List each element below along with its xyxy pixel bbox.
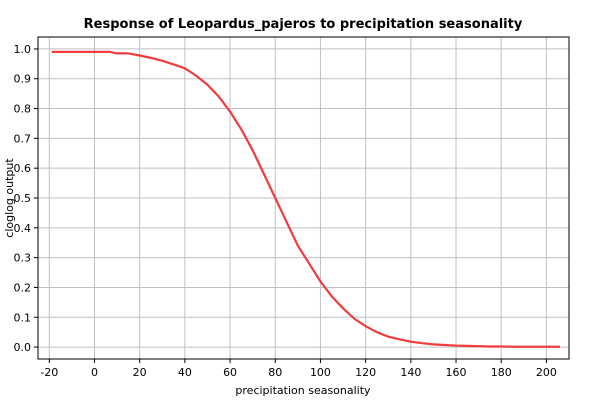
- x-tick-label: 80: [268, 366, 282, 379]
- y-tick-label: 1.0: [14, 43, 32, 56]
- x-tick-label: 120: [355, 366, 376, 379]
- x-tick-label: 100: [310, 366, 331, 379]
- y-axis-label: cloglog output: [3, 158, 16, 238]
- grid: [38, 37, 569, 359]
- y-tick-label: 0.1: [14, 311, 32, 324]
- x-axis-ticks: -20 0 20 40 60 80 100 120 140 160 180 200: [40, 359, 557, 379]
- y-tick-label: 0.2: [14, 281, 32, 294]
- x-tick-label: 140: [400, 366, 421, 379]
- y-tick-label: 0.8: [14, 103, 32, 116]
- x-tick-label: 0: [91, 366, 98, 379]
- y-tick-label: 0.6: [14, 162, 32, 175]
- x-tick-label: 200: [536, 366, 557, 379]
- y-tick-label: 0.0: [14, 341, 32, 354]
- series-layer: [51, 50, 560, 348]
- x-tick-label: 60: [223, 366, 237, 379]
- y-tick-label: 0.9: [14, 73, 32, 86]
- x-tick-label: 20: [133, 366, 147, 379]
- y-tick-label: 0.5: [14, 192, 32, 205]
- x-tick-label: 180: [491, 366, 512, 379]
- y-tick-label: 0.3: [14, 252, 32, 265]
- x-tick-label: 40: [178, 366, 192, 379]
- x-tick-label: 160: [446, 366, 467, 379]
- plot-frame: [37, 36, 570, 360]
- y-tick-label: 0.7: [14, 132, 32, 145]
- x-axis-label: precipitation seasonality: [235, 384, 371, 397]
- chart-title: Response of Leopardus_pajeros to precipi…: [84, 17, 523, 32]
- y-axis-ticks: 0.0 0.1 0.2 0.3 0.4 0.5 0.6 0.7 0.8 0.9 1.0: [14, 43, 38, 354]
- x-tick-label: -20: [40, 366, 58, 379]
- series-line-0: [51, 50, 560, 348]
- y-tick-label: 0.4: [14, 222, 32, 235]
